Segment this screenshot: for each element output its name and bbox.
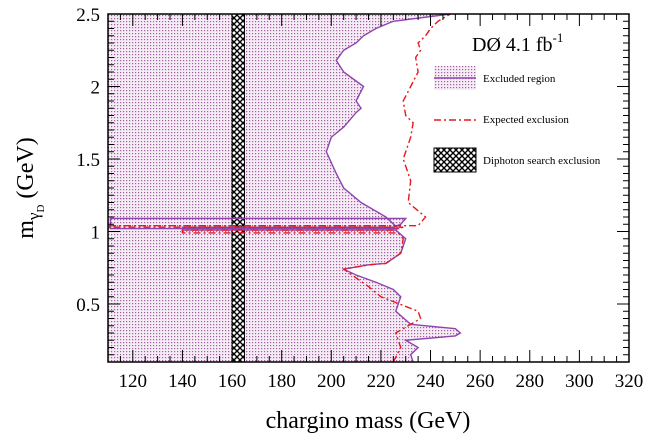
x-axis-ticks: 120 140 160 180 200 220 240 260 280 300 320: [107, 14, 644, 392]
x-tick-label: 180: [267, 371, 296, 392]
y-tick-label: 1: [91, 223, 101, 244]
x-tick-label: 120: [119, 371, 148, 392]
x-tick-label: 240: [416, 371, 445, 392]
legend-item-expected: Expected exclusion: [434, 114, 569, 126]
observed-limit-line: [109, 14, 462, 362]
legend: Excluded region Expected exclusion Dipho…: [433, 66, 601, 173]
legend-label-expected: Expected exclusion: [483, 114, 569, 126]
y-tick-label: 2: [91, 78, 101, 99]
y-tick-label: 2.5: [76, 5, 100, 26]
experiment-label-sup: -1: [553, 30, 564, 45]
plot-area: [108, 13, 462, 363]
x-tick-label: 280: [516, 371, 545, 392]
y-axis-label-main: m: [13, 220, 39, 239]
legend-label-diphoton: Diphoton search exclusion: [483, 155, 601, 167]
legend-swatch-diphoton: [433, 147, 477, 173]
y-axis-ticks: 0.5 1 1.5 2 2.5: [76, 5, 629, 363]
excluded-region-fill: [108, 14, 461, 362]
x-tick-label: 160: [218, 371, 247, 392]
y-axis-label-sub: γ: [24, 212, 43, 221]
experiment-label: DØ 4.1 fb-1: [472, 30, 563, 56]
y-axis-label-unit: (GeV): [13, 137, 39, 204]
y-axis-label-subsub: D: [35, 205, 47, 213]
x-tick-label: 320: [615, 371, 644, 392]
y-axis-label: mγD (GeV): [13, 137, 47, 238]
x-tick-label: 140: [168, 371, 197, 392]
x-tick-label: 300: [565, 371, 594, 392]
legend-item-diphoton: Diphoton search exclusion: [433, 147, 601, 173]
x-tick-label: 260: [466, 371, 495, 392]
x-axis-label: chargino mass (GeV): [266, 408, 471, 434]
legend-item-excluded: Excluded region: [434, 66, 556, 90]
x-tick-label: 200: [317, 371, 346, 392]
y-tick-label: 1.5: [76, 150, 100, 171]
diphoton-exclusion-band: [231, 13, 245, 363]
y-tick-label: 0.5: [76, 295, 100, 316]
legend-label-excluded: Excluded region: [483, 73, 556, 85]
experiment-label-text: DØ 4.1 fb: [472, 34, 553, 56]
svg-text:mγD (GeV): mγD (GeV): [13, 137, 47, 238]
x-tick-label: 220: [367, 371, 396, 392]
